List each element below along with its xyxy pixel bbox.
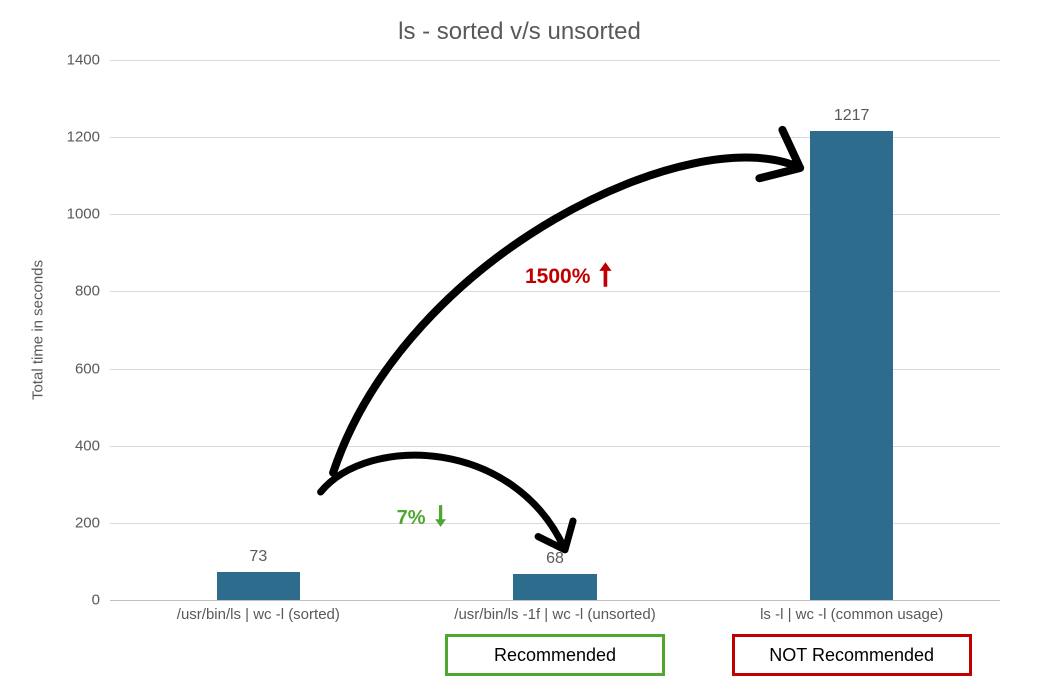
y-tick-label: 1000: [67, 206, 110, 223]
x-tick-label: /usr/bin/ls | wc -l (sorted): [177, 600, 340, 623]
y-axis-label: Total time in seconds: [30, 260, 47, 400]
x-tick-label: ls -l | wc -l (common usage): [760, 600, 943, 623]
y-tick-label: 1400: [67, 52, 110, 69]
y-tick-label: 0: [92, 592, 110, 609]
decrease-value: 7%: [397, 507, 426, 530]
y-tick-label: 400: [75, 437, 110, 454]
y-tick-label: 1200: [67, 129, 110, 146]
y-tick-label: 200: [75, 514, 110, 531]
recommended-badge-text: Recommended: [494, 645, 616, 666]
bar: [217, 572, 300, 600]
x-tick-label: /usr/bin/ls -1f | wc -l (unsorted): [454, 600, 655, 623]
gridline: [110, 60, 1000, 61]
arrow-down-icon: [434, 504, 447, 534]
not-recommended-badge: NOT Recommended: [732, 634, 972, 676]
decrease-annotation: 7%: [397, 504, 447, 534]
recommended-badge: Recommended: [445, 634, 665, 676]
y-tick-label: 600: [75, 360, 110, 377]
bar-value-label: 73: [249, 548, 267, 566]
bar: [810, 131, 893, 600]
plot-area: 020040060080010001200140073/usr/bin/ls |…: [110, 60, 1000, 600]
bar: [513, 574, 596, 600]
increase-value: 1500%: [525, 265, 590, 289]
bar-value-label: 68: [546, 550, 564, 568]
chart-title: ls - sorted v/s unsorted: [0, 18, 1039, 46]
arrow-up-icon: [598, 261, 613, 294]
y-tick-label: 800: [75, 283, 110, 300]
increase-annotation: 1500%: [525, 261, 613, 294]
not-recommended-badge-text: NOT Recommended: [769, 645, 934, 666]
bar-value-label: 1217: [834, 107, 870, 125]
